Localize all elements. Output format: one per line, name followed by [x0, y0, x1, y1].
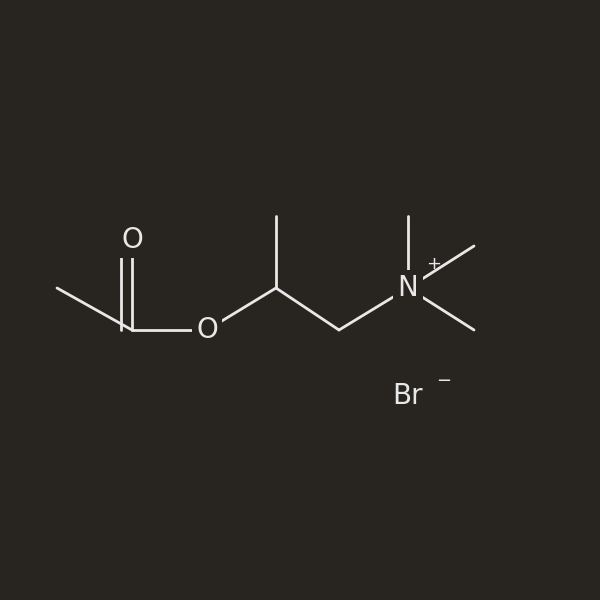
Text: O: O: [196, 316, 218, 344]
Text: N: N: [398, 274, 418, 302]
Text: O: O: [121, 226, 143, 254]
Text: Br: Br: [392, 382, 424, 410]
Text: +: +: [426, 255, 441, 273]
Text: −: −: [436, 372, 452, 390]
